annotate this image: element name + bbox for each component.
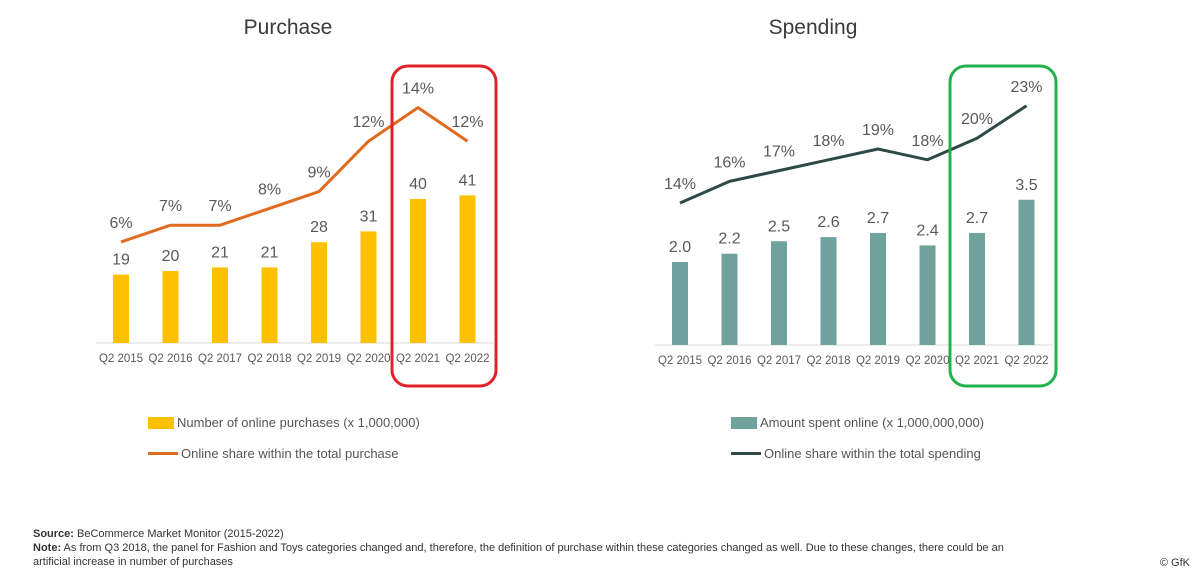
spending-share-label: 23% [1010,79,1042,96]
source-text: BeCommerce Market Monitor (2015-2022) [73,528,284,540]
purchase-bar-label: 20 [162,248,180,265]
spending-category-label: Q2 2015 [658,355,702,367]
spending-share-label: 18% [911,133,943,150]
purchase-chart-title: Purchase [243,16,333,39]
purchase-bar [410,199,426,343]
spending-category-label: Q2 2016 [707,355,751,367]
note-label: Note: [33,542,62,554]
purchase-category-label: Q2 2019 [297,353,341,365]
purchase-category-label: Q2 2015 [99,353,143,365]
spending-category-label: Q2 2019 [856,355,900,367]
spending-bar-label: 2.2 [718,231,740,248]
purchase-bar [360,231,377,343]
purchase-bar [212,267,228,343]
purchase-share-label: 8% [258,181,281,198]
note-text: As from Q3 2018, the panel for Fashion a… [33,542,1004,568]
purchase-category-label: Q2 2017 [198,353,242,365]
purchase-bar-label: 21 [261,244,279,261]
spending-bar-label: 2.6 [817,214,839,231]
purchase-share-label: 9% [307,165,330,182]
spending-bar-label: 2.5 [768,218,790,235]
purchase-category-label: Q2 2016 [148,353,192,365]
purchase-category-label: Q2 2020 [346,353,390,365]
note-line: Note: As from Q3 2018, the panel for Fas… [33,541,1033,569]
purchase-category-label: Q2 2022 [445,353,489,365]
spending-category-label: Q2 2022 [1004,355,1048,367]
spending-bar-label: 2.4 [916,222,938,239]
purchase-share-label: 12% [352,114,384,131]
spending-legend-line-swatch [731,452,761,455]
spending-share-label: 18% [812,133,844,150]
purchase-legend-line-swatch [148,452,178,455]
purchase-category-label: Q2 2021 [396,353,440,365]
spending-legend-bar-swatch [731,416,757,429]
purchase-bar [261,267,278,343]
spending-category-label: Q2 2017 [757,355,801,367]
purchase-share-label: 7% [159,198,182,215]
purchase-bar-label: 40 [409,176,427,193]
purchase-bar-label: 19 [112,252,130,269]
spending-share-line [679,104,1028,205]
spending-legend-line: Online share within the total spending [731,446,981,461]
spending-bar-label: 2.0 [669,239,691,256]
purchase-share-line [120,106,469,244]
purchase-share-label: 7% [208,198,231,215]
source-line: Source: BeCommerce Market Monitor (2015-… [33,527,1033,541]
spending-share-label: 14% [664,176,696,193]
spending-highlight-box [948,64,1058,388]
purchase-highlight-box [390,64,498,388]
purchase-share-label: 14% [402,81,434,98]
purchase-bar [311,242,327,343]
purchase-bar-label: 31 [360,208,378,225]
purchase-bar-label: 41 [459,172,477,189]
spending-bar [672,262,688,345]
purchase-legend-bar-swatch [148,416,174,429]
purchase-legend-line: Online share within the total purchase [148,446,399,461]
spending-share-label: 16% [713,154,745,171]
spending-chart-title: Spending [768,16,858,39]
purchase-share-label: 6% [109,215,132,232]
spending-bar-label: 3.5 [1015,177,1037,194]
purchase-bar [459,195,476,343]
purchase-legend-line-label: Online share within the total purchase [181,446,399,461]
spending-bar-label: 2.7 [867,210,889,227]
spending-share-label: 19% [862,122,894,139]
purchase-legend-bar-label: Number of online purchases (x 1,000,000) [177,415,420,430]
purchase-bar [113,274,129,343]
source-label: Source: [33,528,74,540]
spending-legend-bars: Amount spent online (x 1,000,000,000) [731,415,984,430]
purchase-legend-bars: Number of online purchases (x 1,000,000) [148,415,420,430]
purchase-bar-label: 21 [211,244,229,261]
spending-category-label: Q2 2021 [955,355,999,367]
spending-legend-bar-label: Amount spent online (x 1,000,000,000) [760,415,985,430]
spending-bar [820,237,837,345]
spending-share-label: 17% [763,144,795,161]
spending-bar-label: 2.7 [966,210,988,227]
spending-category-label: Q2 2018 [806,355,850,367]
purchase-bar-label: 28 [310,219,328,236]
spending-legend-line-label: Online share within the total spending [764,446,981,461]
spending-bar [870,232,886,345]
spending-share-label: 20% [961,111,993,128]
footnote: Source: BeCommerce Market Monitor (2015-… [33,527,1033,569]
spending-bar [721,253,738,345]
spending-bar [771,241,787,345]
spending-bar [919,245,936,345]
spending-bar [1018,199,1035,345]
purchase-bar [162,271,179,343]
copyright: © GfK [1159,557,1190,569]
purchase-share-label: 12% [451,114,483,131]
spending-category-label: Q2 2020 [905,355,949,367]
purchase-category-label: Q2 2018 [247,353,291,365]
spending-bar [969,232,985,345]
